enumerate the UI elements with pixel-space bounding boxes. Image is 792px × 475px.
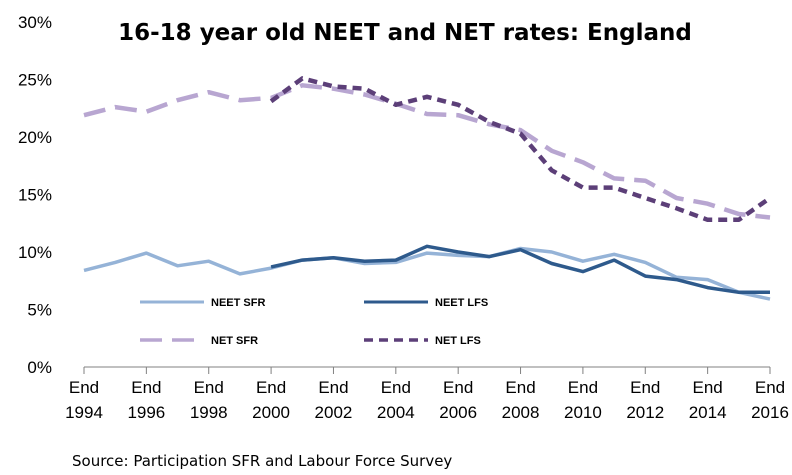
- series-line-net-sfr: [83, 83, 771, 220]
- legend-label-net-sfr: NET SFR: [211, 335, 258, 347]
- legend-label-net-lfs: NET LFS: [435, 335, 481, 347]
- chart-title: 16-18 year old NEET and NET rates: Engla…: [118, 20, 692, 46]
- chart-axes: 0% 5% 10% 15% 20% 25% 30% End 1994 End 1996 End 1998…: [18, 13, 789, 422]
- y-tick-label: 25%: [18, 71, 52, 90]
- x-tick-label: 2012: [626, 403, 664, 422]
- x-tick-label: 2010: [564, 403, 602, 422]
- series-line-neet-lfs: [270, 244, 770, 295]
- x-tick-label: 2014: [689, 403, 727, 422]
- x-tick-label: 2006: [439, 403, 477, 422]
- x-tick-label: End: [505, 378, 535, 397]
- x-tick-label: End: [256, 378, 286, 397]
- x-tick-label: End: [131, 378, 161, 397]
- y-tick-label: 0%: [27, 358, 52, 377]
- x-tick-label: End: [69, 378, 99, 397]
- y-tick-label: 5%: [27, 301, 52, 320]
- x-tick-label: 2008: [502, 403, 540, 422]
- x-tick-label: 1996: [127, 403, 165, 422]
- x-tick-label: 2016: [751, 403, 789, 422]
- x-tick-label: End: [693, 378, 723, 397]
- x-tick-label: End: [381, 378, 411, 397]
- x-tick-label: 2004: [377, 403, 415, 422]
- legend-label-neet-sfr: NEET SFR: [211, 297, 265, 309]
- x-tick-label: End: [630, 378, 660, 397]
- source-note: Source: Participation SFR and Labour For…: [72, 452, 453, 470]
- x-tick-label: 2002: [315, 403, 353, 422]
- x-tick-label: 1998: [190, 403, 228, 422]
- x-tick-label: End: [755, 378, 785, 397]
- x-tick-label: End: [568, 378, 598, 397]
- legend-label-neet-lfs: NEET LFS: [435, 297, 488, 309]
- x-tick-label: End: [443, 378, 473, 397]
- y-tick-label: 10%: [18, 243, 52, 262]
- x-tick-label: End: [318, 378, 348, 397]
- x-tick-label: 2000: [252, 403, 290, 422]
- series-line-net-lfs: [269, 76, 772, 223]
- chart-legend: NEET SFR NEET LFS NET SFR NET LFS: [140, 297, 488, 347]
- y-tick-label: 30%: [18, 13, 52, 32]
- series-line-neet-sfr: [83, 246, 771, 301]
- y-tick-label: 20%: [18, 128, 52, 147]
- y-tick-label: 15%: [18, 186, 52, 205]
- chart-series: [83, 76, 772, 301]
- x-tick-label: End: [194, 378, 224, 397]
- x-tick-label: 1994: [65, 403, 103, 422]
